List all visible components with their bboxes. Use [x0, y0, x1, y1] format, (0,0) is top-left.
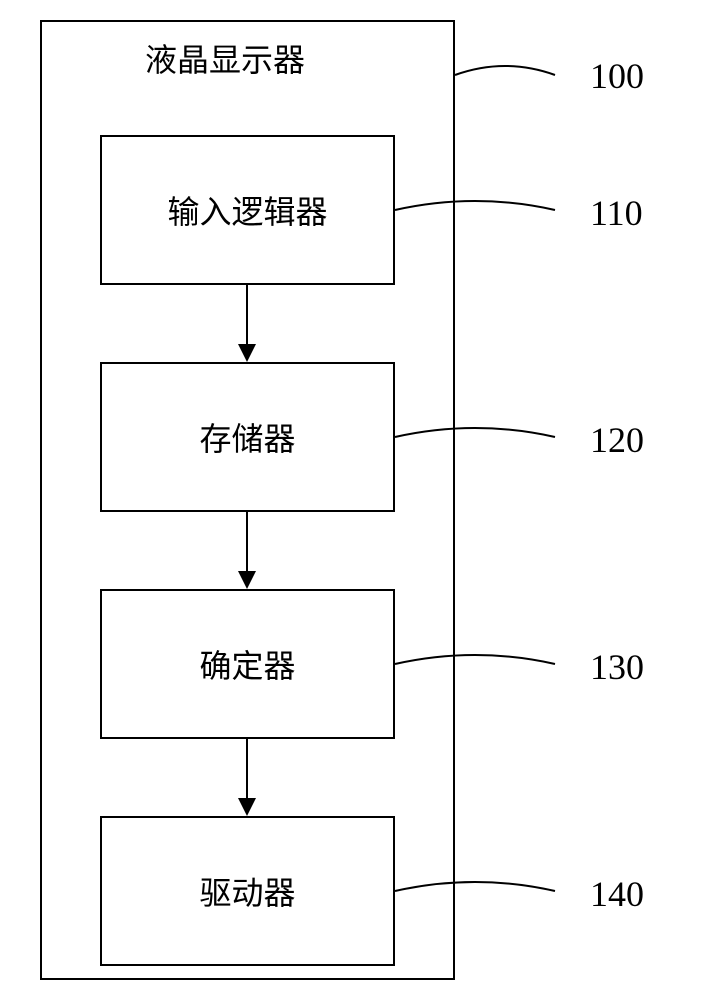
ref-block-2: 130	[590, 646, 644, 688]
ref-container: 100	[590, 55, 644, 97]
block-memory-label: 存储器	[199, 414, 295, 460]
arrow-line	[246, 512, 248, 573]
arrow-line	[246, 285, 248, 346]
block-driver-label: 驱动器	[199, 868, 295, 914]
ref-block-3: 140	[590, 873, 644, 915]
block-determiner-label: 确定器	[199, 641, 295, 687]
arrow-head-icon	[238, 571, 256, 589]
block-determiner: 确定器	[100, 589, 395, 739]
block-input-logic-label: 输入逻辑器	[167, 187, 327, 233]
ref-block-0: 110	[590, 192, 643, 234]
arrow-head-icon	[238, 798, 256, 816]
arrow-head-icon	[238, 344, 256, 362]
block-input-logic: 输入逻辑器	[100, 135, 395, 285]
container-title: 液晶显示器	[145, 35, 305, 81]
block-driver: 驱动器	[100, 816, 395, 966]
arrow-line	[246, 739, 248, 800]
block-memory: 存储器	[100, 362, 395, 512]
ref-block-1: 120	[590, 419, 644, 461]
